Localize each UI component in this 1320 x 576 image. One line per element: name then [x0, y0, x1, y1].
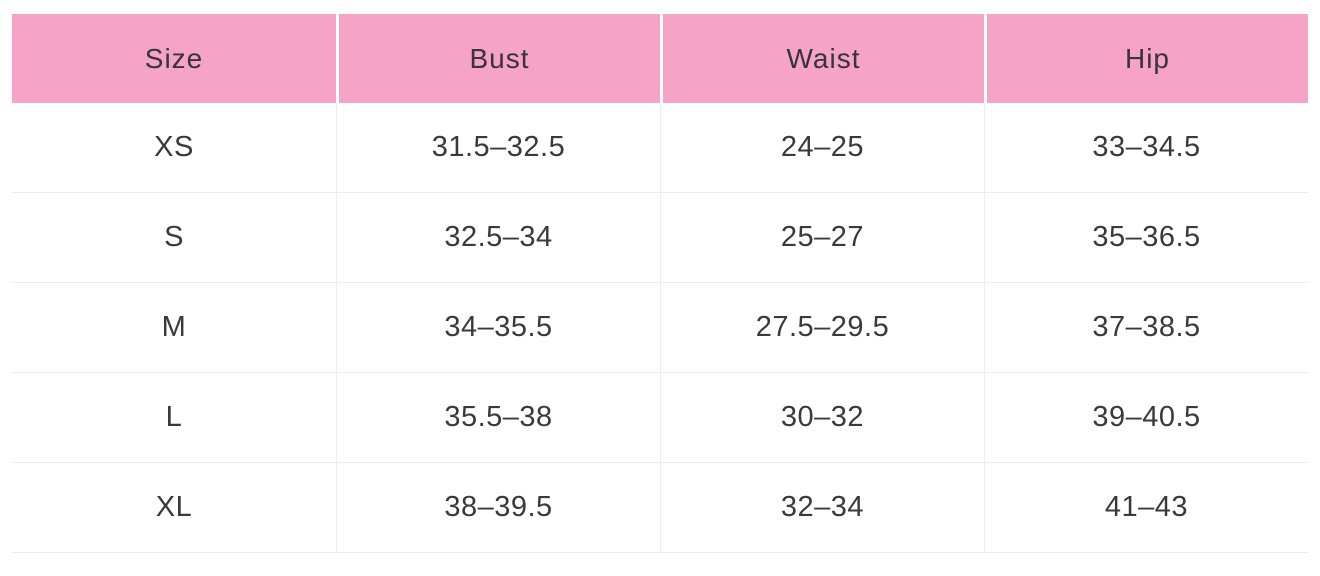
- column-header-size: Size: [12, 14, 336, 103]
- hip-cell: 39–40.5: [984, 373, 1308, 463]
- table-row-m: M 34–35.5 27.5–29.5 37–38.5: [12, 283, 1308, 373]
- bust-cell: 34–35.5: [336, 283, 660, 373]
- size-chart-table: Size Bust Waist Hip XS 31.5–32.5 24–25 3…: [12, 14, 1308, 553]
- hip-cell: 41–43: [984, 463, 1308, 553]
- size-cell: XS: [12, 103, 336, 193]
- table-row-s: S 32.5–34 25–27 35–36.5: [12, 193, 1308, 283]
- size-cell: XL: [12, 463, 336, 553]
- hip-cell: 35–36.5: [984, 193, 1308, 283]
- size-cell: M: [12, 283, 336, 373]
- waist-cell: 32–34: [660, 463, 984, 553]
- bust-cell: 38–39.5: [336, 463, 660, 553]
- table-row-l: L 35.5–38 30–32 39–40.5: [12, 373, 1308, 463]
- hip-cell: 37–38.5: [984, 283, 1308, 373]
- waist-cell: 30–32: [660, 373, 984, 463]
- bust-cell: 31.5–32.5: [336, 103, 660, 193]
- waist-cell: 24–25: [660, 103, 984, 193]
- table-header-row: Size Bust Waist Hip: [12, 14, 1308, 103]
- waist-cell: 25–27: [660, 193, 984, 283]
- bust-cell: 35.5–38: [336, 373, 660, 463]
- column-header-hip: Hip: [984, 14, 1308, 103]
- waist-cell: 27.5–29.5: [660, 283, 984, 373]
- table-row-xs: XS 31.5–32.5 24–25 33–34.5: [12, 103, 1308, 193]
- hip-cell: 33–34.5: [984, 103, 1308, 193]
- column-header-bust: Bust: [336, 14, 660, 103]
- size-cell: S: [12, 193, 336, 283]
- table-row-xl: XL 38–39.5 32–34 41–43: [12, 463, 1308, 553]
- size-cell: L: [12, 373, 336, 463]
- column-header-waist: Waist: [660, 14, 984, 103]
- bust-cell: 32.5–34: [336, 193, 660, 283]
